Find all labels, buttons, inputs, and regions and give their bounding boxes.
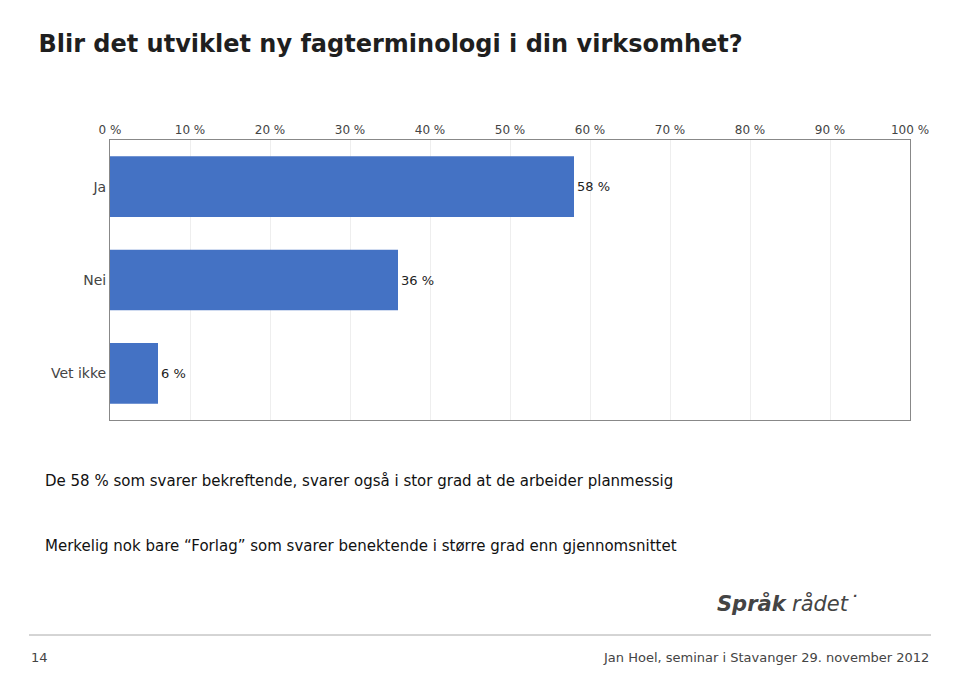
svg-text:Vet ikke: Vet ikke	[51, 365, 106, 381]
svg-text:De 58 % som svarer bekreftende: De 58 % som svarer bekreftende, svarer o…	[45, 472, 673, 490]
svg-text:6 %: 6 %	[161, 366, 186, 381]
svg-text:Språk: Språk	[717, 591, 788, 616]
svg-text:90 %: 90 %	[815, 123, 846, 137]
svg-text:80 %: 80 %	[735, 123, 766, 137]
svg-text:14: 14	[31, 650, 48, 665]
svg-text:Ja: Ja	[92, 179, 106, 195]
svg-text:Blir det utviklet ny fagtermin: Blir det utviklet ny fagterminologi i di…	[38, 30, 742, 58]
svg-text:30 %: 30 %	[335, 123, 366, 137]
svg-text:10 %: 10 %	[175, 123, 206, 137]
svg-text:rådet˙: rådet˙	[792, 591, 859, 616]
svg-text:36 %: 36 %	[401, 273, 434, 288]
svg-text:100 %: 100 %	[891, 123, 929, 137]
svg-text:60 %: 60 %	[575, 123, 606, 137]
svg-text:Nei: Nei	[83, 272, 106, 288]
svg-text:0 %: 0 %	[99, 123, 122, 137]
svg-text:Merkelig nok bare “Forlag” som: Merkelig nok bare “Forlag” som svarer be…	[45, 537, 677, 555]
svg-text:50 %: 50 %	[495, 123, 526, 137]
svg-text:20 %: 20 %	[255, 123, 286, 137]
svg-text:58 %: 58 %	[577, 179, 610, 194]
svg-text:Jan Hoel, seminar i Stavanger: Jan Hoel, seminar i Stavanger 29. novemb…	[603, 650, 929, 665]
svg-text:40 %: 40 %	[415, 123, 446, 137]
svg-text:70 %: 70 %	[655, 123, 686, 137]
